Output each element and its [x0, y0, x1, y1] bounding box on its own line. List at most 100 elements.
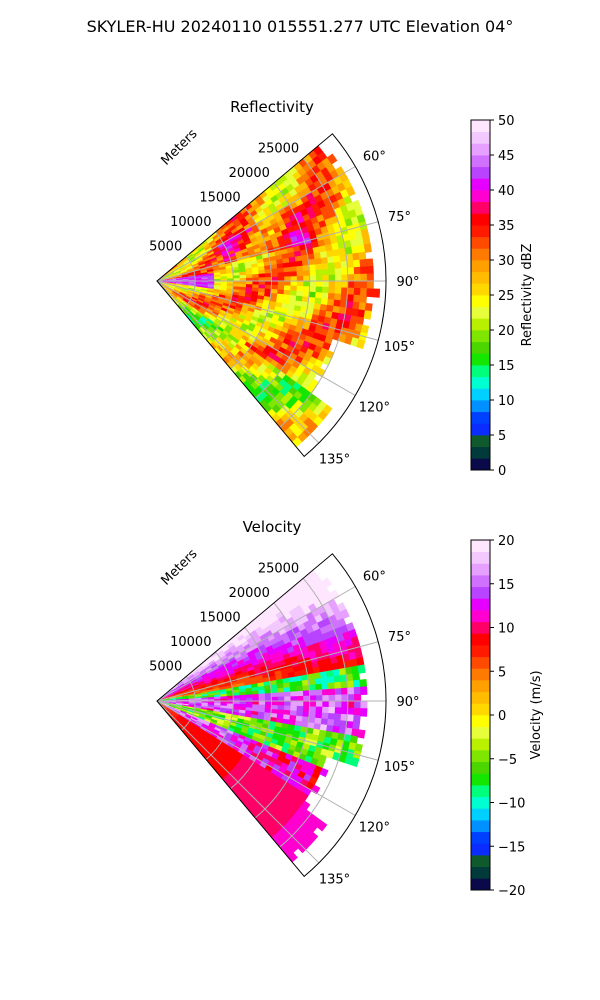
- data-cell: [184, 261, 192, 267]
- data-cell: [168, 705, 176, 710]
- data-cell: [197, 260, 205, 265]
- data-cell: [294, 675, 303, 683]
- azimuth-tick-label: 90°: [396, 275, 419, 290]
- data-cell: [215, 227, 223, 235]
- data-cell: [334, 701, 343, 709]
- data-cell: [340, 260, 349, 270]
- data-cell: [180, 689, 188, 694]
- data-cell: [189, 738, 196, 746]
- data-cell: [235, 235, 244, 243]
- data-cell: [162, 273, 169, 278]
- data-cell: [232, 244, 241, 251]
- data-cell: [239, 665, 248, 671]
- data-cell: [288, 256, 297, 264]
- data-cell: [233, 754, 242, 762]
- data-cell: [205, 235, 213, 243]
- data-cell: [202, 743, 210, 751]
- data-cell: [181, 719, 189, 726]
- data-cell: [237, 658, 245, 666]
- data-cell: [229, 759, 238, 768]
- data-cell: [241, 334, 250, 343]
- data-cell: [187, 269, 195, 273]
- data-cell: [190, 728, 198, 735]
- data-cell: [183, 297, 190, 303]
- data-cell: [168, 694, 176, 698]
- data-cell: [359, 295, 368, 305]
- data-cell: [199, 685, 207, 689]
- data-cell: [203, 243, 211, 250]
- data-cell: [170, 293, 177, 300]
- data-cell: [198, 263, 207, 268]
- data-cell: [224, 774, 233, 783]
- colorbar-tick-label: 10: [498, 622, 515, 637]
- data-cell: [271, 752, 280, 761]
- data-cell: [271, 281, 279, 286]
- data-cell: [193, 672, 201, 678]
- data-cell: [166, 289, 173, 295]
- data-cell: [218, 244, 227, 251]
- data-cell: [183, 259, 190, 265]
- data-cell: [240, 308, 249, 315]
- data-cell: [194, 273, 202, 276]
- data-cell: [173, 709, 181, 714]
- data-cell: [218, 334, 226, 342]
- data-cell: [245, 267, 253, 273]
- data-cell: [232, 637, 241, 646]
- data-cell: [196, 256, 204, 262]
- data-cell: [309, 701, 317, 708]
- data-cell: [289, 261, 297, 268]
- data-cell: [306, 667, 315, 676]
- data-cell: [188, 274, 196, 277]
- data-cell: [354, 650, 364, 660]
- data-cell: [173, 719, 180, 726]
- data-cell: [258, 704, 266, 710]
- data-cell: [219, 271, 228, 275]
- colorbar-swatch: [471, 831, 490, 844]
- data-cell: [173, 289, 181, 294]
- data-cell: [183, 296, 191, 302]
- data-cell: [301, 679, 310, 687]
- data-cell: [188, 284, 196, 287]
- data-cell: [176, 279, 184, 281]
- data-cell: [216, 300, 225, 306]
- data-cell: [264, 264, 272, 271]
- data-cell: [162, 703, 170, 707]
- data-cell: [174, 689, 181, 694]
- data-cell: [176, 260, 183, 266]
- data-cell: [189, 300, 197, 306]
- data-cell: [209, 254, 217, 260]
- data-cell: [277, 701, 285, 707]
- data-cell: [312, 728, 321, 737]
- data-cell: [234, 640, 243, 649]
- data-cell: [216, 735, 224, 743]
- data-cell: [359, 288, 368, 297]
- data-cell: [201, 285, 209, 289]
- data-cell: [301, 254, 309, 262]
- data-cell: [178, 682, 185, 688]
- data-cell: [215, 672, 223, 678]
- data-cell: [175, 702, 183, 705]
- data-cell: [261, 743, 270, 751]
- data-cell: [264, 292, 272, 298]
- data-cell: [188, 698, 196, 701]
- data-cell: [163, 701, 171, 703]
- colorbar-swatch: [471, 131, 490, 144]
- data-cell: [215, 647, 223, 655]
- data-cell: [195, 322, 202, 329]
- data-cell: [265, 644, 275, 653]
- data-cell: [169, 702, 177, 705]
- data-cell: [216, 256, 225, 262]
- data-cell: [200, 268, 208, 272]
- data-cell: [229, 737, 238, 744]
- data-cell: [282, 262, 291, 269]
- data-cell: [275, 254, 283, 261]
- data-cell: [308, 711, 317, 719]
- data-cell: [259, 633, 269, 642]
- data-cell: [239, 701, 247, 705]
- data-cell: [257, 262, 265, 268]
- data-cell: [357, 729, 366, 739]
- data-cell: [329, 318, 339, 327]
- data-cell: [198, 666, 206, 673]
- data-cell: [169, 282, 177, 284]
